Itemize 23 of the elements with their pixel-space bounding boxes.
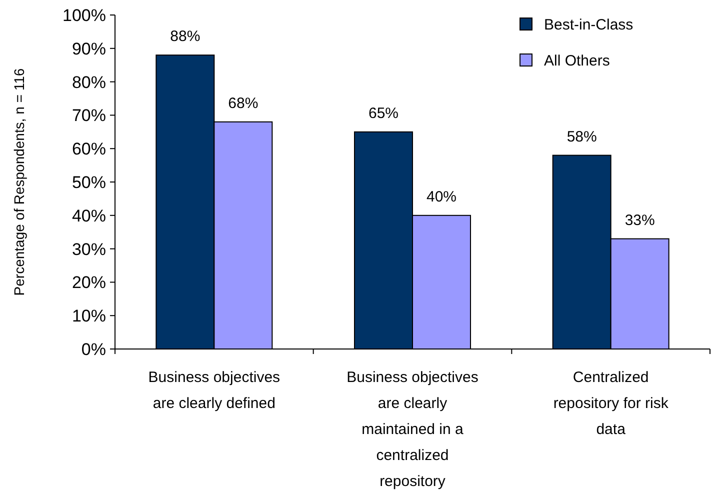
text: 68% [228,94,258,112]
y-tick-label: 0% [81,340,106,359]
y-tick-label: 80% [72,72,106,92]
y-axis-title: Percentage of Respondents, n = 116 [11,68,27,296]
y-tick-label: 90% [72,39,106,58]
text: 65% [368,104,399,122]
y-tick-label: 10% [72,306,106,326]
text: 58% [566,128,597,146]
text: 40% [426,188,457,206]
legend-label: Best-in-Class [544,16,634,34]
y-tick-label: 60% [72,140,106,159]
y-tick-label: 40% [72,206,106,226]
text: 33% [624,212,655,229]
x-tick-label: Business objectives are clearly defined [148,369,280,412]
y-tick-label: 30% [72,240,106,259]
legend-label: All Others [544,52,610,70]
y-tick-label: 20% [72,273,106,292]
y-tick-label: 100% [62,6,106,25]
y-tick-label: 70% [72,106,106,126]
x-tick-label: Business objectives are clearly maintained in a centralized repository [346,369,478,490]
x-tick-label: Centralized repository for risk data [553,369,669,438]
text: 88% [170,28,200,46]
y-tick-label: 50% [72,172,106,192]
